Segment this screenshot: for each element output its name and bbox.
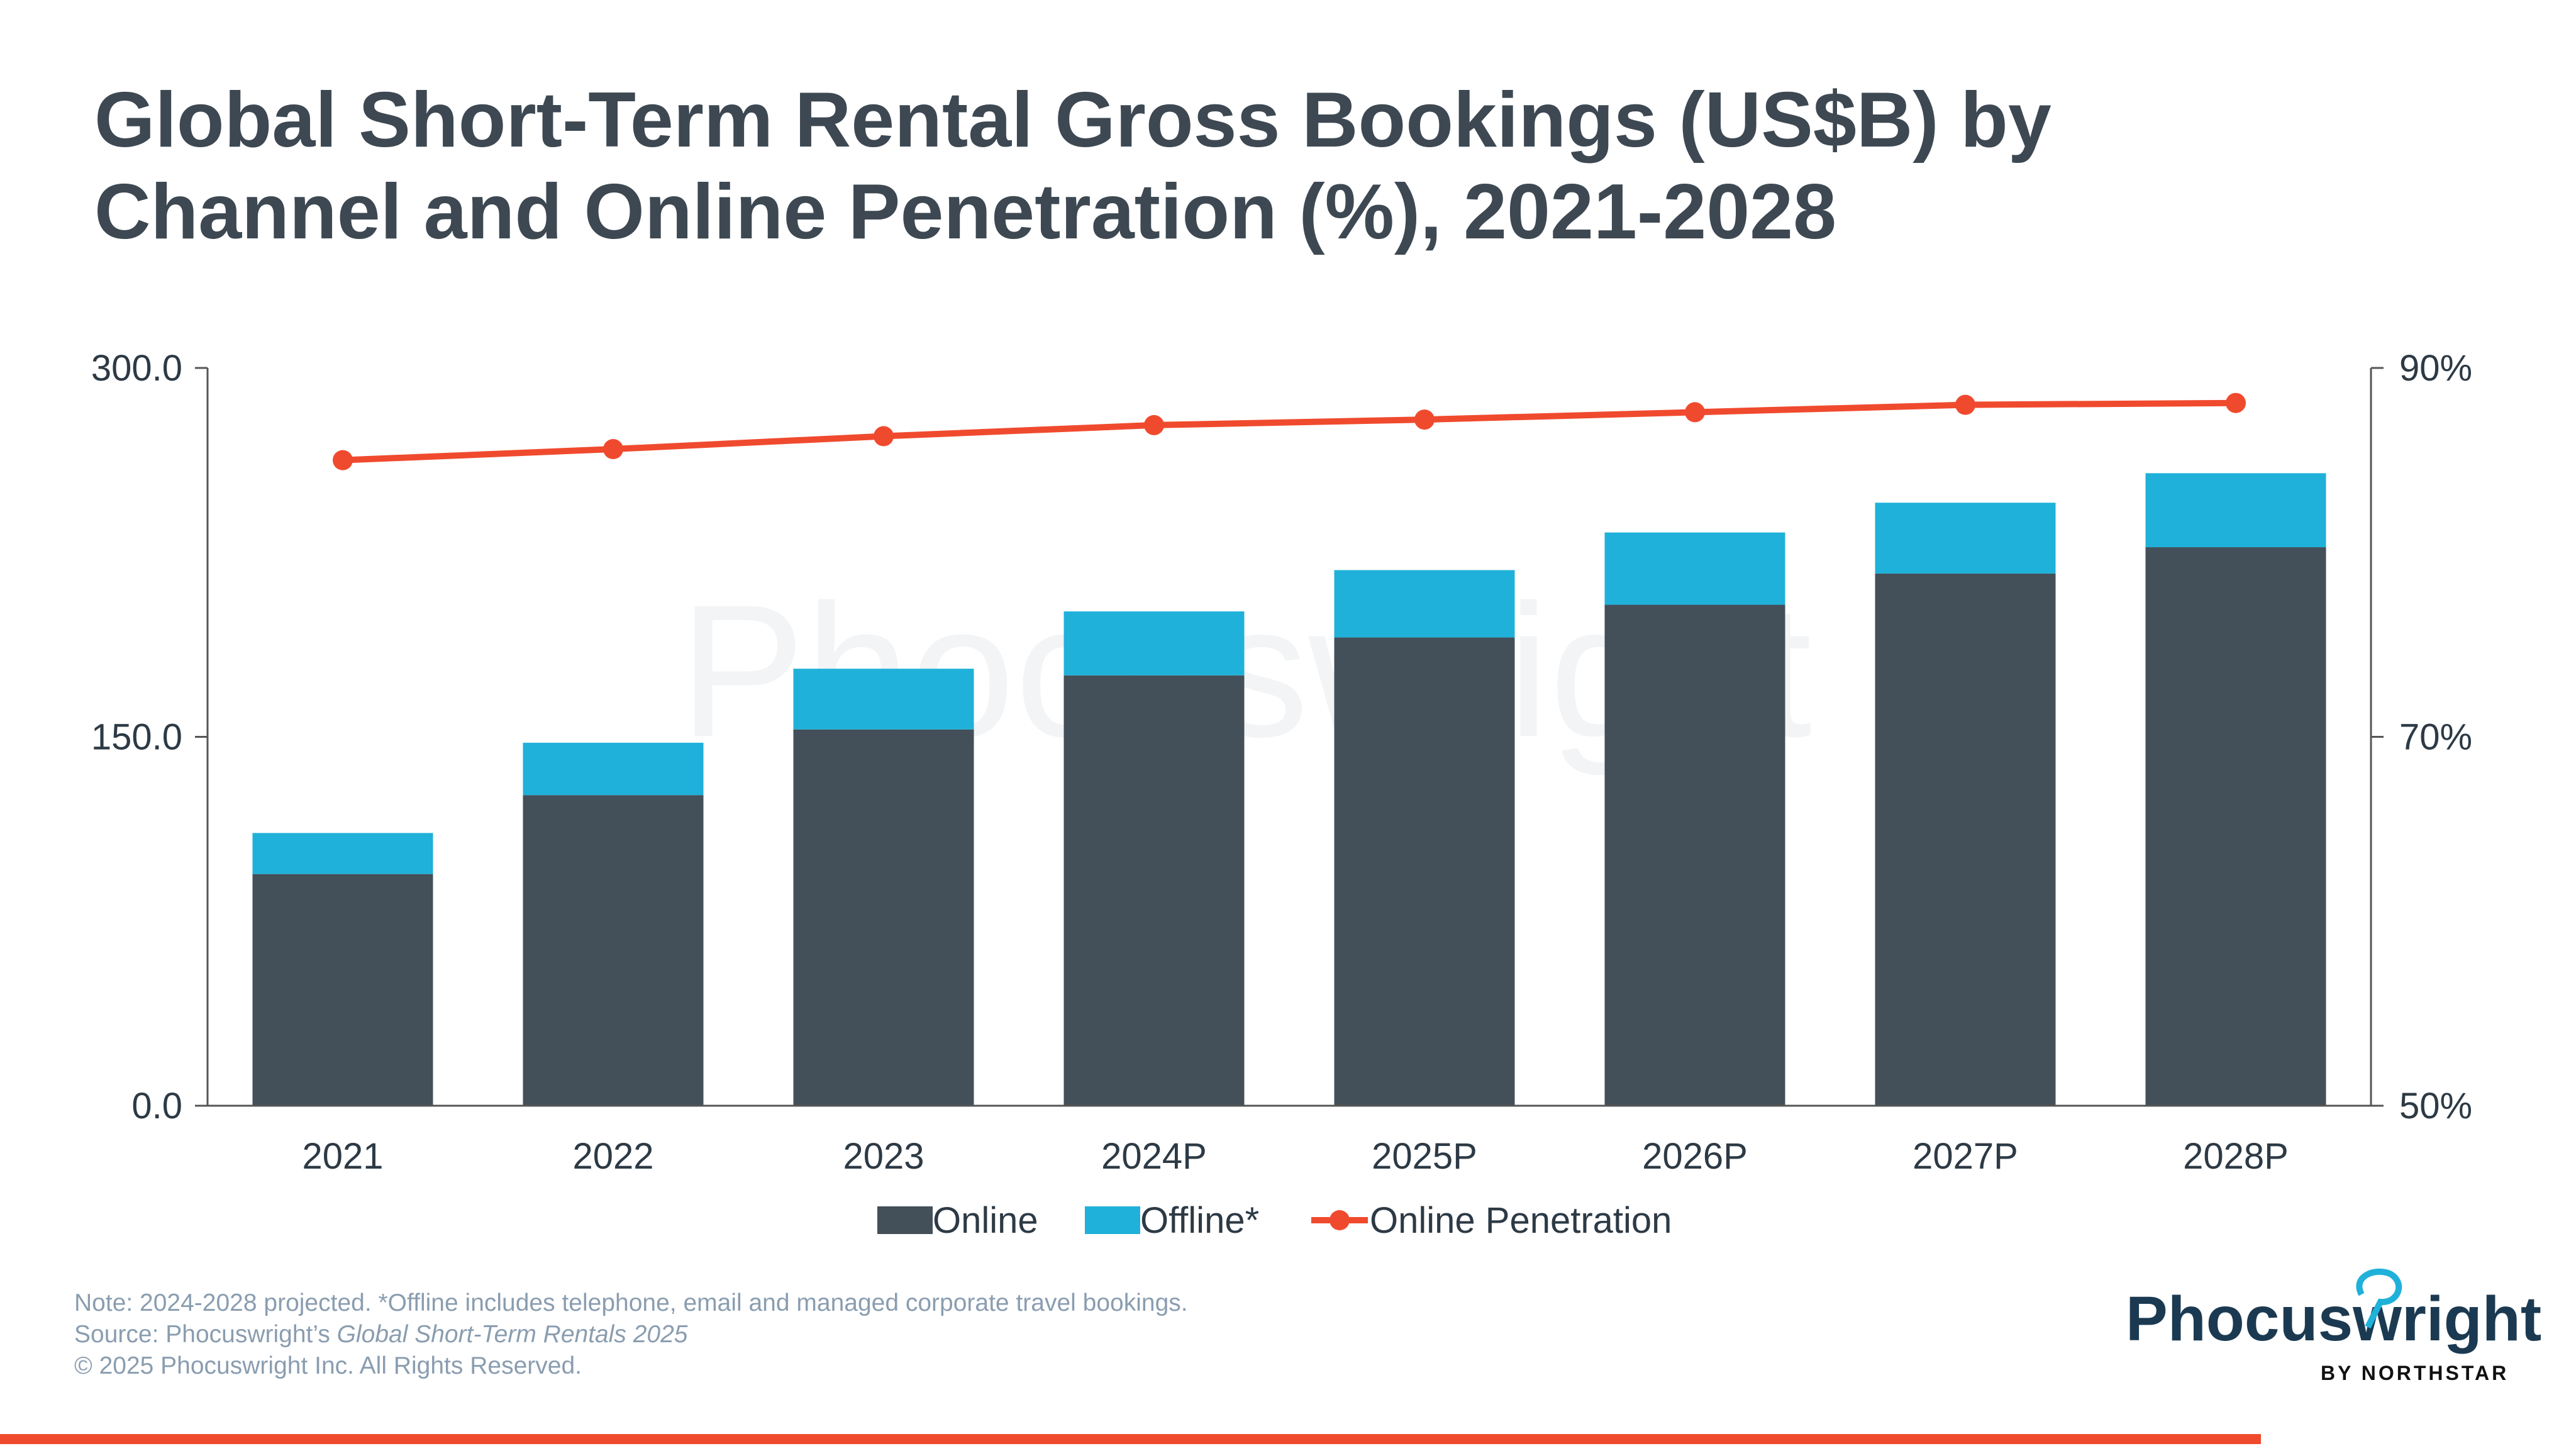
penetration-point-2028P [2226, 392, 2246, 413]
penetration-point-2022 [603, 439, 623, 460]
speech-bubble-icon [2356, 1268, 2402, 1329]
penetration-point-2025P [1414, 409, 1435, 430]
penetration-point-2027P [1955, 394, 1975, 415]
x-tick-label: 2026P [1642, 1136, 1748, 1177]
bar-offline-2023 [793, 669, 974, 730]
source-prefix: Source: Phocuswright’s [74, 1321, 337, 1348]
legend-marker-penetration [1330, 1210, 1350, 1230]
footer-source: Source: Phocuswright’s Global Short-Term… [74, 1321, 688, 1349]
x-tick-label: 2025P [1372, 1136, 1477, 1177]
chart-title: Global Short-Term Rental Gross Bookings … [94, 74, 2358, 258]
bar-offline-2026P [1604, 532, 1785, 605]
bar-online-2025P [1334, 637, 1515, 1106]
left-tick-label: 300.0 [91, 348, 182, 389]
bar-online-2024P [1063, 675, 1245, 1106]
left-tick-label: 150.0 [91, 717, 182, 758]
footer-note: Note: 2024-2028 projected. *Offline incl… [74, 1289, 1188, 1316]
bar-online-2021 [252, 874, 433, 1106]
x-tick-label: 2023 [843, 1136, 924, 1177]
title-line-1: Global Short-Term Rental Gross Bookings … [94, 77, 2051, 164]
x-tick-label: 2022 [572, 1136, 653, 1177]
legend-label-offline: Offline* [1140, 1200, 1259, 1241]
right-tick-label: 70% [2399, 717, 2472, 758]
bar-offline-2021 [252, 833, 433, 874]
penetration-point-2023 [874, 426, 894, 447]
bar-offline-2025P [1334, 570, 1515, 638]
legend-label-penetration: Online Penetration [1370, 1200, 1672, 1241]
x-tick-label: 2028P [2183, 1136, 2289, 1177]
accent-bar [0, 1434, 2261, 1444]
bar-online-2023 [793, 729, 974, 1106]
x-tick-label: 2021 [302, 1136, 383, 1177]
bar-online-2022 [523, 795, 704, 1106]
bar-online-2026P [1604, 604, 1785, 1106]
penetration-point-2026P [1685, 402, 1705, 423]
bar-online-2028P [2145, 547, 2326, 1106]
footer-copyright: © 2025 Phocuswright Inc. All Rights Rese… [74, 1352, 582, 1379]
bar-offline-2024P [1063, 611, 1245, 676]
bar-offline-2027P [1875, 503, 2056, 574]
source-title: Global Short-Term Rentals 2025 [336, 1321, 688, 1348]
right-tick-label: 90% [2399, 348, 2472, 389]
penetration-line [342, 399, 2236, 464]
penetration-point-2024P [1144, 414, 1164, 435]
bar-online-2027P [1875, 573, 2056, 1106]
logo-subtitle: BY NORTHSTAR [2321, 1362, 2509, 1384]
right-tick-label: 50% [2399, 1086, 2472, 1126]
legend-label-online: Online [933, 1200, 1038, 1241]
legend-swatch-online [877, 1206, 933, 1234]
phocuswright-logo: Phocuswright [2126, 1284, 2542, 1354]
legend-swatch-offline [1085, 1206, 1140, 1234]
left-tick-label: 0.0 [131, 1086, 182, 1126]
x-tick-label: 2027P [1913, 1136, 2018, 1177]
title-line-2: Channel and Online Penetration (%), 2021… [94, 169, 1837, 255]
x-tick-label: 2024P [1101, 1136, 1207, 1177]
penetration-point-2021 [333, 450, 353, 470]
bar-offline-2022 [523, 742, 704, 796]
bar-offline-2028P [2145, 473, 2326, 548]
